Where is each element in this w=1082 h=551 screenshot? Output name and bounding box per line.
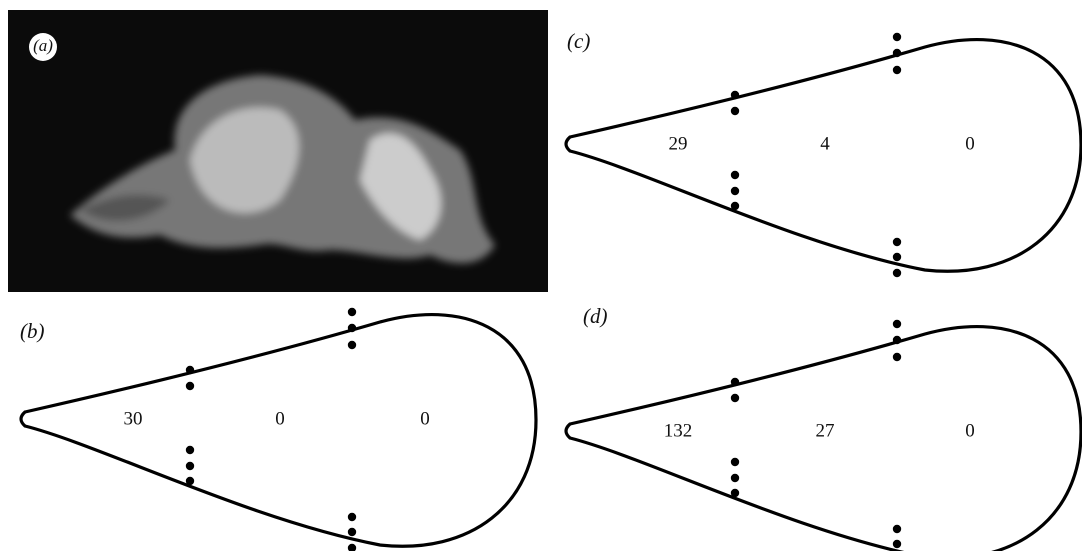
dot: [731, 474, 739, 482]
dot: [893, 540, 901, 548]
dot: [893, 238, 901, 246]
dot: [348, 324, 356, 332]
dot: [893, 269, 901, 277]
dot: [893, 320, 901, 328]
dot: [186, 366, 194, 374]
dot: [731, 378, 739, 386]
panel: 132 27 0: [566, 320, 1081, 551]
dot: [348, 513, 356, 521]
panel-label: (a): [33, 36, 53, 55]
count: 29: [669, 133, 688, 154]
dot: [731, 458, 739, 466]
count: 27: [816, 420, 835, 441]
dot: [731, 489, 739, 497]
panel: 30 0 0: [21, 308, 536, 551]
count: 0: [965, 133, 975, 154]
dot: [731, 202, 739, 210]
count: 0: [420, 408, 430, 429]
dot: [893, 33, 901, 41]
dot: [186, 477, 194, 485]
count: 132: [664, 420, 693, 441]
panel-label: (c): [567, 29, 590, 53]
dot: [348, 341, 356, 349]
photo: (a): [8, 10, 548, 292]
dot: [893, 353, 901, 361]
dot: [348, 544, 356, 551]
teardrop-outline: [21, 315, 536, 547]
dot: [893, 253, 901, 261]
dot: [893, 525, 901, 533]
dot: [731, 171, 739, 179]
dot: [731, 107, 739, 115]
dot: [893, 66, 901, 74]
count: 4: [820, 133, 830, 154]
dot: [731, 187, 739, 195]
figure: (a) 30 0 0 (b) 29 4 0 (c) 132 27 0 (d): [0, 0, 1082, 551]
teardrop-outline: [566, 40, 1081, 272]
count: 0: [275, 408, 285, 429]
dot: [186, 446, 194, 454]
panel-label: (b): [20, 319, 45, 343]
dot: [186, 382, 194, 390]
dot: [731, 394, 739, 402]
count: 30: [124, 408, 143, 429]
dot: [186, 462, 194, 470]
dot: [731, 91, 739, 99]
count: 0: [965, 420, 975, 441]
panel-label: (d): [583, 304, 608, 328]
dot: [893, 49, 901, 57]
page: (a) 3000(b)2940(c)132270(d) (() => { con…: [0, 0, 1082, 551]
panel: 29 4 0: [566, 33, 1081, 277]
dot: [348, 528, 356, 536]
dot: [893, 336, 901, 344]
dot: [348, 308, 356, 316]
